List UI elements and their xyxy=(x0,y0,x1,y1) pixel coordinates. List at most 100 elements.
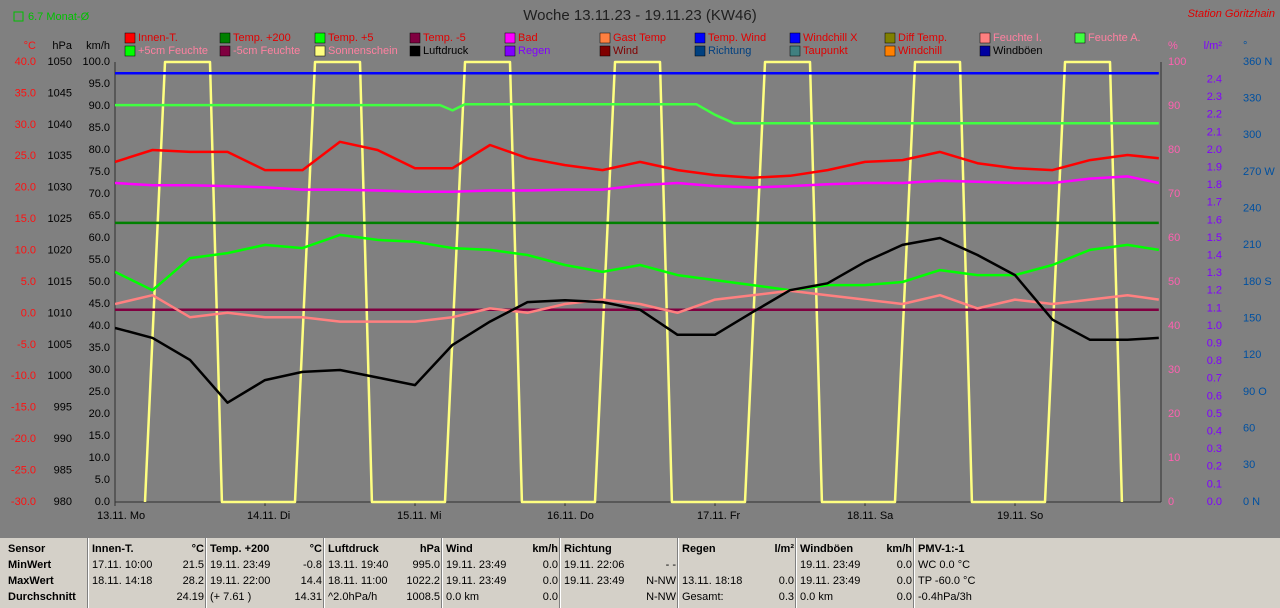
y-tick-label: 10 xyxy=(1168,452,1180,464)
x-tick-label: 17.11. Fr xyxy=(697,510,741,522)
y-tick-label: 1030 xyxy=(48,182,72,194)
legend-swatch xyxy=(979,45,991,57)
separator xyxy=(559,538,561,608)
y-tick-label: 0.7 xyxy=(1207,373,1222,385)
cell-left: 19.11. 23:49 xyxy=(446,575,507,587)
y-tick-label: 70.0 xyxy=(89,188,110,200)
x-tick-label: 14.11. Di xyxy=(247,510,290,522)
y-tick-label: 55.0 xyxy=(89,254,110,266)
y-tick-label: 30 xyxy=(1243,459,1255,471)
separator xyxy=(795,538,797,608)
y-tick-label: 2.2 xyxy=(1207,109,1222,121)
legend-box xyxy=(13,11,24,22)
x-tick-label: 15.11. Mi xyxy=(397,510,441,522)
legend-swatch xyxy=(884,45,896,57)
series-line xyxy=(115,175,1160,194)
row-label: Sensor xyxy=(8,543,46,555)
y-tick-label: -10.0 xyxy=(11,370,36,382)
y-tick-label: 1.2 xyxy=(1207,285,1222,297)
y-tick-label: 0.8 xyxy=(1207,355,1222,367)
legend-swatch xyxy=(314,45,326,57)
y-tick-label: 35.0 xyxy=(89,342,110,354)
y-tick-label: 1.4 xyxy=(1207,250,1222,262)
separator xyxy=(87,538,89,608)
y-tick-label: 2.1 xyxy=(1207,126,1222,138)
legend-swatch xyxy=(409,45,421,57)
y-tick-label: 2.0 xyxy=(1207,144,1222,156)
legend-label: -5cm Feuchte xyxy=(233,45,300,57)
y-tick-label: 270 W xyxy=(1243,166,1275,178)
y-tick-label: 25.0 xyxy=(15,150,36,162)
panel-unit: °C xyxy=(191,543,204,555)
cell-right: 0.0 xyxy=(896,559,912,571)
y-tick-label: 1020 xyxy=(48,244,72,256)
legend-label: Windchill xyxy=(898,45,942,57)
y-tick-label: 90 xyxy=(1168,100,1180,112)
y-tick-label: 50 xyxy=(1168,276,1180,288)
y-tick-label: 1015 xyxy=(48,276,72,288)
cell-right: 21.5 xyxy=(182,559,204,571)
legend-swatch xyxy=(789,45,801,57)
panel-unit: l/m² xyxy=(774,543,794,555)
y-tick-label: -25.0 xyxy=(11,464,36,476)
legend-label: Regen xyxy=(518,45,550,57)
legend-swatch xyxy=(124,32,136,44)
y-tick-label: 5.0 xyxy=(95,474,110,486)
y-tick-label: 30.0 xyxy=(89,364,110,376)
y-tick-label: 980 xyxy=(54,496,72,508)
legend-label: Sonnenschein xyxy=(328,45,398,57)
y-tick-label: 2.3 xyxy=(1207,91,1222,103)
y-tick-label: -20.0 xyxy=(11,433,36,445)
legend-label: Wind xyxy=(613,45,638,57)
y-tick-label: 1.1 xyxy=(1207,302,1222,314)
cell-right: 24.19 xyxy=(176,591,204,603)
cell-left: 18.11. 11:00 xyxy=(328,575,388,587)
y-tick-label: 20.0 xyxy=(89,408,110,420)
y-tick-label: 0 N xyxy=(1243,496,1260,508)
y-tick-label: 60.0 xyxy=(89,232,110,244)
axis-title: % xyxy=(1168,40,1178,52)
axis-title: km/h xyxy=(86,40,110,52)
legend-swatch xyxy=(694,32,706,44)
y-tick-label: 100.0 xyxy=(82,56,110,68)
chart: 6.7 Monat-Ø Woche 13.11.23 - 19.11.23 (K… xyxy=(11,7,1275,522)
cell-left: 19.11. 23:49 xyxy=(800,575,861,587)
y-tick-label: 360 N xyxy=(1243,56,1272,68)
y-tick-label: 0.4 xyxy=(1207,426,1222,438)
y-tick-label: -15.0 xyxy=(11,402,36,414)
cell-right: 1022.2 xyxy=(406,575,440,587)
cell-left: 18.11. 14:18 xyxy=(92,575,153,587)
cell-left: ^2.0hPa/h xyxy=(328,591,378,603)
y-tick-label: 25.0 xyxy=(89,386,110,398)
y-tick-label: 90 O xyxy=(1243,386,1267,398)
cell-left: 19.11. 23:49 xyxy=(564,575,625,587)
legend-label: Gast Temp xyxy=(613,32,666,44)
series-line xyxy=(115,289,1159,323)
y-tick-label: 150 xyxy=(1243,313,1261,325)
y-tick-label: 35.0 xyxy=(15,87,36,99)
legend-label: Feuchte A. xyxy=(1088,32,1141,44)
y-tick-label: 1.5 xyxy=(1207,232,1222,244)
y-tick-label: 80 xyxy=(1168,144,1180,156)
y-tick-label: 0.0 xyxy=(21,307,36,319)
cell-right: 995.0 xyxy=(412,559,440,571)
y-tick-label: 90.0 xyxy=(89,100,110,112)
y-tick-label: 75.0 xyxy=(89,166,110,178)
y-tick-label: 30 xyxy=(1168,364,1180,376)
y-tick-label: 1010 xyxy=(48,307,72,319)
cell-right: - - xyxy=(665,559,676,571)
y-tick-label: 1.9 xyxy=(1207,162,1222,174)
y-tick-label: 30.0 xyxy=(15,119,36,131)
legend-swatch xyxy=(599,32,611,44)
y-tick-label: 1050 xyxy=(48,56,72,68)
y-tick-label: 1045 xyxy=(48,87,72,99)
x-tick-label: 13.11. Mo xyxy=(97,510,145,522)
panel-title: PMV-1:-1 xyxy=(918,543,965,555)
axis-title: °C xyxy=(24,40,36,52)
y-tick-label: 1035 xyxy=(48,150,72,162)
y-tick-label: 300 xyxy=(1243,129,1261,141)
cell-right: 0.3 xyxy=(778,591,794,603)
legend-label: Innen-T. xyxy=(138,32,178,44)
y-tick-label: 45.0 xyxy=(89,298,110,310)
y-tick-label: 240 xyxy=(1243,203,1261,215)
